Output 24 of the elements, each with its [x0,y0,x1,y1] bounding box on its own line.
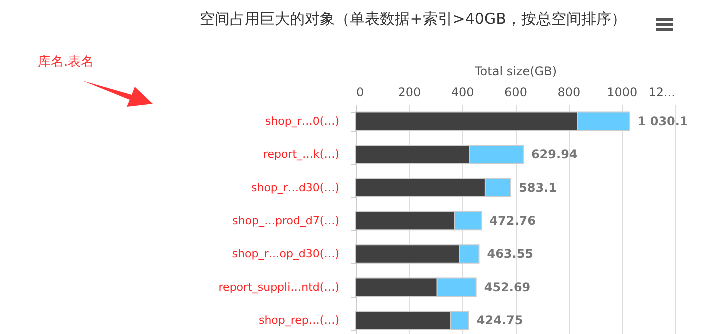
y-tick-label: shop_rep…(…) [258,314,340,328]
x-tick-label: 12... [648,86,676,100]
text: 库名.表名 [38,54,94,71]
x-tick-label: 0 [356,86,364,100]
y-tick-label: shop_r…0(…) [265,114,340,128]
x-tick-label: 600 [504,86,528,100]
total-label: 424.75 [476,314,524,328]
total-label: 1 030.1 [638,114,688,128]
total-label: 629.94 [531,148,578,162]
y-tick-label: report_suppli…ntd(…) [218,280,340,294]
x-tick-label: 400 [451,86,474,100]
x-tick-label: 200 [398,86,422,100]
y-tick-label: report_…k(…) [263,148,340,162]
x-tick-label: 1000 [607,86,638,100]
total-label: 463.55 [487,247,534,262]
y-tick-label: shop_r…op_d30(…) [232,248,340,261]
total-label: 472.76 [490,214,536,228]
x-axis-title: Total size(GB) [474,64,558,78]
total-label: 452.69 [484,280,531,294]
total-label: 583.1 [519,180,557,195]
y-tick-label: shop_r…d30(…) [252,181,340,194]
chart-title: 空间占用巨大的对象（单表数据+索引>40GB，按总空间排序） [200,10,626,28]
y-tick-label: shop_…prod_d7(…) [232,214,340,228]
x-tick-label: 800 [558,86,581,100]
